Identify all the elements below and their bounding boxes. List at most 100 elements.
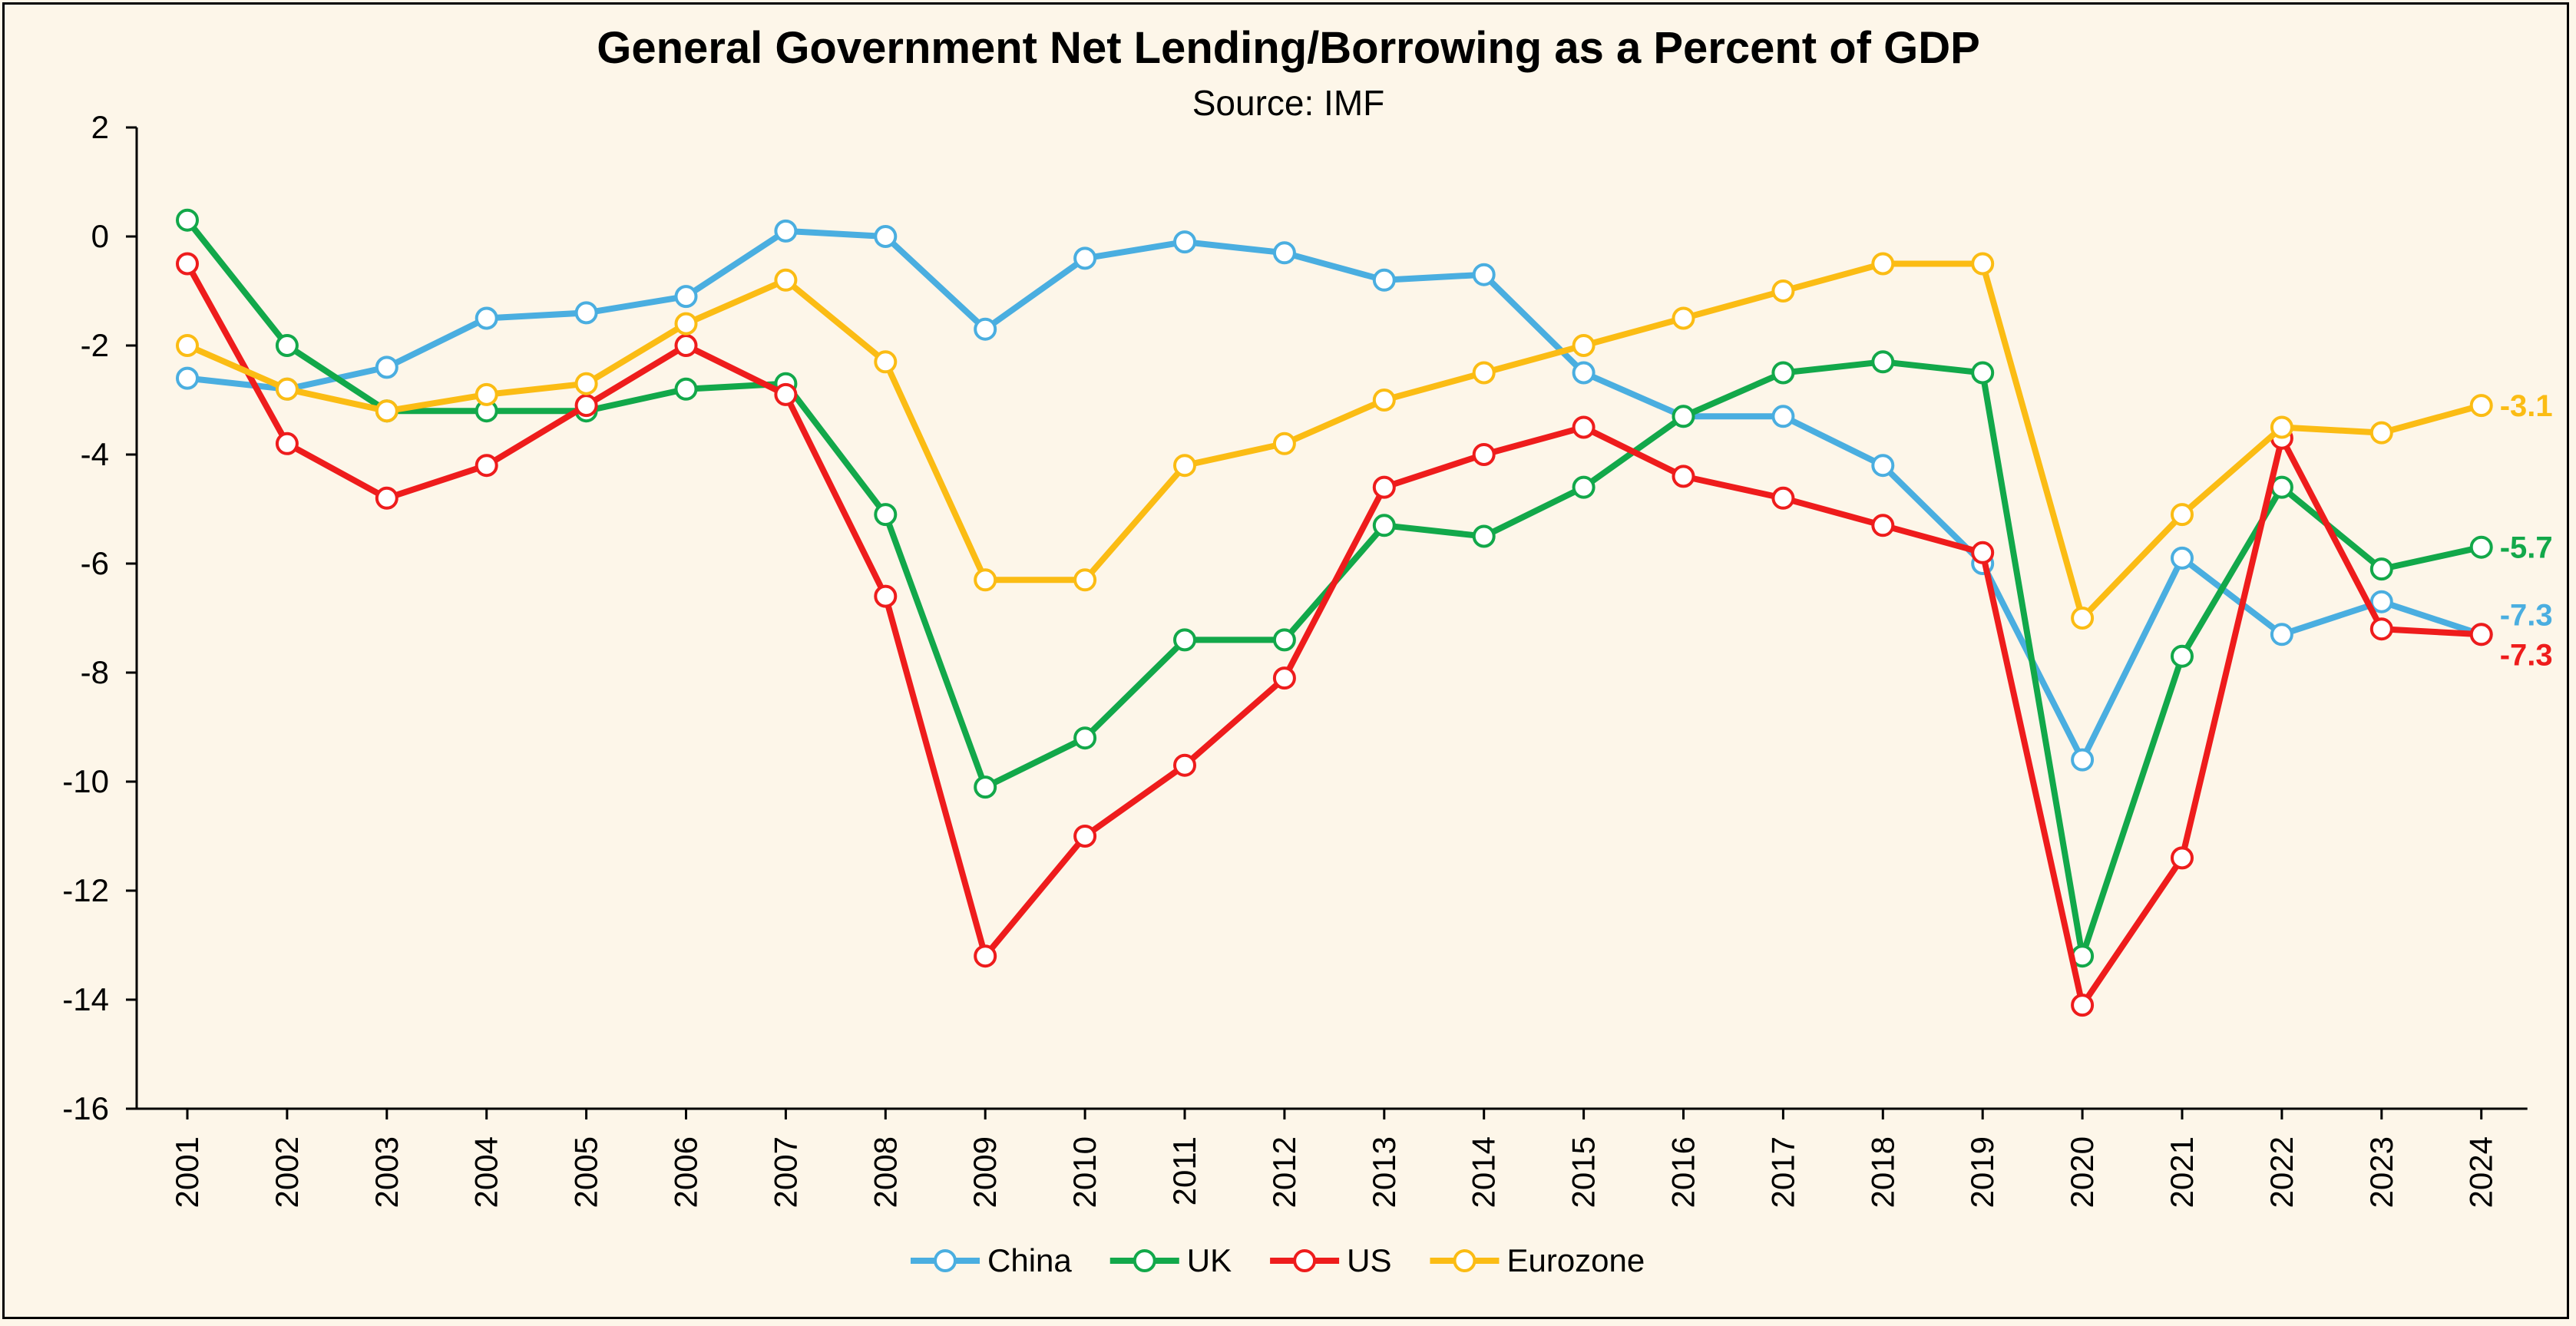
data-point-uk [1871, 350, 1895, 374]
data-point-us [974, 944, 997, 968]
data-point-uk [1173, 628, 1196, 652]
data-point-eurozone [1771, 279, 1795, 303]
legend-item-china: China [911, 1242, 1072, 1278]
data-point-us [375, 486, 398, 510]
data-point-us [176, 252, 199, 276]
data-point-us [1272, 666, 1296, 690]
x-tick-label: 2021 [2164, 1136, 2200, 1208]
legend-label-china: China [987, 1242, 1072, 1278]
axes: 2 0 -2 -4 -6 -8 -10 -12 -14 -16 2001 2002 2003 2004 20… [62, 109, 2528, 1208]
data-point-us [1073, 825, 1097, 848]
y-tick-label: -12 [62, 872, 109, 908]
data-point-china [774, 219, 798, 243]
data-point-uk [1372, 514, 1396, 537]
y-tick-label: -10 [62, 763, 109, 799]
end-label-china: -7.3 [2500, 598, 2553, 632]
y-tick-label: 2 [91, 109, 109, 145]
x-tick-label: 2003 [369, 1136, 405, 1208]
legend: China UK US Eurozone [911, 1242, 1645, 1278]
data-point-uk [176, 208, 199, 232]
data-point-eurozone [1971, 252, 1995, 276]
legend-marker-uk [1133, 1249, 1156, 1272]
data-point-china [1871, 454, 1895, 478]
data-point-us [2071, 994, 2095, 1017]
data-point-eurozone [2469, 394, 2493, 418]
x-tick-label: 2010 [1066, 1136, 1103, 1208]
x-tick-label: 2024 [2463, 1136, 2499, 1208]
legend-item-us: US [1270, 1242, 1391, 1278]
data-point-uk [2469, 535, 2493, 559]
data-point-uk [1971, 361, 1995, 385]
data-point-uk [974, 775, 997, 799]
data-point-us [1173, 753, 1196, 777]
data-point-eurozone [574, 372, 598, 395]
data-point-eurozone [1572, 334, 1596, 357]
data-point-eurozone [1372, 389, 1396, 412]
chart-title: General Government Net Lending/Borrowing… [597, 23, 1980, 73]
data-point-china [874, 225, 898, 248]
data-point-eurozone [1073, 568, 1097, 592]
data-point-us [674, 334, 698, 357]
data-point-eurozone [1672, 306, 1695, 330]
data-point-eurozone [1871, 252, 1895, 276]
data-point-china [674, 285, 698, 309]
data-point-eurozone [974, 568, 997, 592]
series-us [176, 252, 2493, 1017]
end-label-eurozone: -3.1 [2500, 389, 2553, 423]
data-point-us [874, 584, 898, 608]
series-line-china [184, 227, 2485, 763]
x-tick-label: 2018 [1864, 1136, 1900, 1208]
x-tick-label: 2022 [2264, 1136, 2300, 1208]
legend-label-eurozone: Eurozone [1506, 1242, 1645, 1278]
series-eurozone [176, 252, 2493, 630]
data-point-us [1971, 541, 1995, 564]
data-point-uk [2369, 557, 2393, 581]
data-point-eurozone [176, 334, 199, 357]
data-point-uk [1472, 524, 1496, 548]
data-point-eurozone [874, 350, 898, 374]
x-tick-label: 2013 [1366, 1136, 1402, 1208]
legend-item-uk: UK [1109, 1242, 1232, 1278]
data-point-us [2469, 623, 2493, 646]
y-tick-label: -2 [81, 327, 109, 363]
legend-label-uk: UK [1187, 1242, 1232, 1278]
x-tick-label: 2015 [1566, 1136, 1602, 1208]
y-tick-label: -6 [81, 545, 109, 581]
x-tick-label: 2002 [269, 1136, 305, 1208]
x-tick-label: 2005 [568, 1136, 604, 1208]
data-point-china [1472, 263, 1496, 286]
x-tick-label: 2012 [1266, 1136, 1302, 1208]
x-tick-label: 2016 [1665, 1136, 1701, 1208]
data-point-us [1771, 486, 1795, 510]
y-tick-label: -14 [62, 981, 109, 1017]
chart-subtitle: Source: IMF [1192, 83, 1385, 123]
data-point-china [2171, 546, 2194, 570]
data-point-china [1173, 230, 1196, 254]
legend-marker-china [934, 1249, 957, 1272]
x-tick-label: 2023 [2363, 1136, 2399, 1208]
data-point-china [574, 301, 598, 325]
legend-item-eurozone: Eurozone [1430, 1242, 1645, 1278]
data-point-uk [1272, 628, 1296, 652]
data-point-china [2071, 748, 2095, 772]
x-tick-label: 2008 [867, 1136, 903, 1208]
x-tick-label: 2001 [169, 1136, 205, 1208]
data-point-china [176, 366, 199, 390]
data-point-eurozone [1272, 432, 1296, 455]
data-point-eurozone [2171, 503, 2194, 527]
data-point-us [1472, 443, 1496, 466]
data-point-china [2270, 623, 2293, 646]
data-point-eurozone [475, 382, 498, 406]
x-tick-label: 2019 [1964, 1136, 2000, 1208]
x-tick-label: 2007 [767, 1136, 803, 1208]
legend-label-us: US [1347, 1242, 1391, 1278]
series-china [176, 219, 2493, 772]
data-point-us [1572, 415, 1596, 439]
y-tick-label: -4 [81, 436, 109, 472]
data-point-us [574, 394, 598, 418]
x-tick-label: 2009 [967, 1136, 1003, 1208]
end-label-us: -7.3 [2500, 638, 2553, 672]
data-point-uk [1672, 405, 1695, 428]
x-tick-label: 2014 [1466, 1136, 1502, 1208]
